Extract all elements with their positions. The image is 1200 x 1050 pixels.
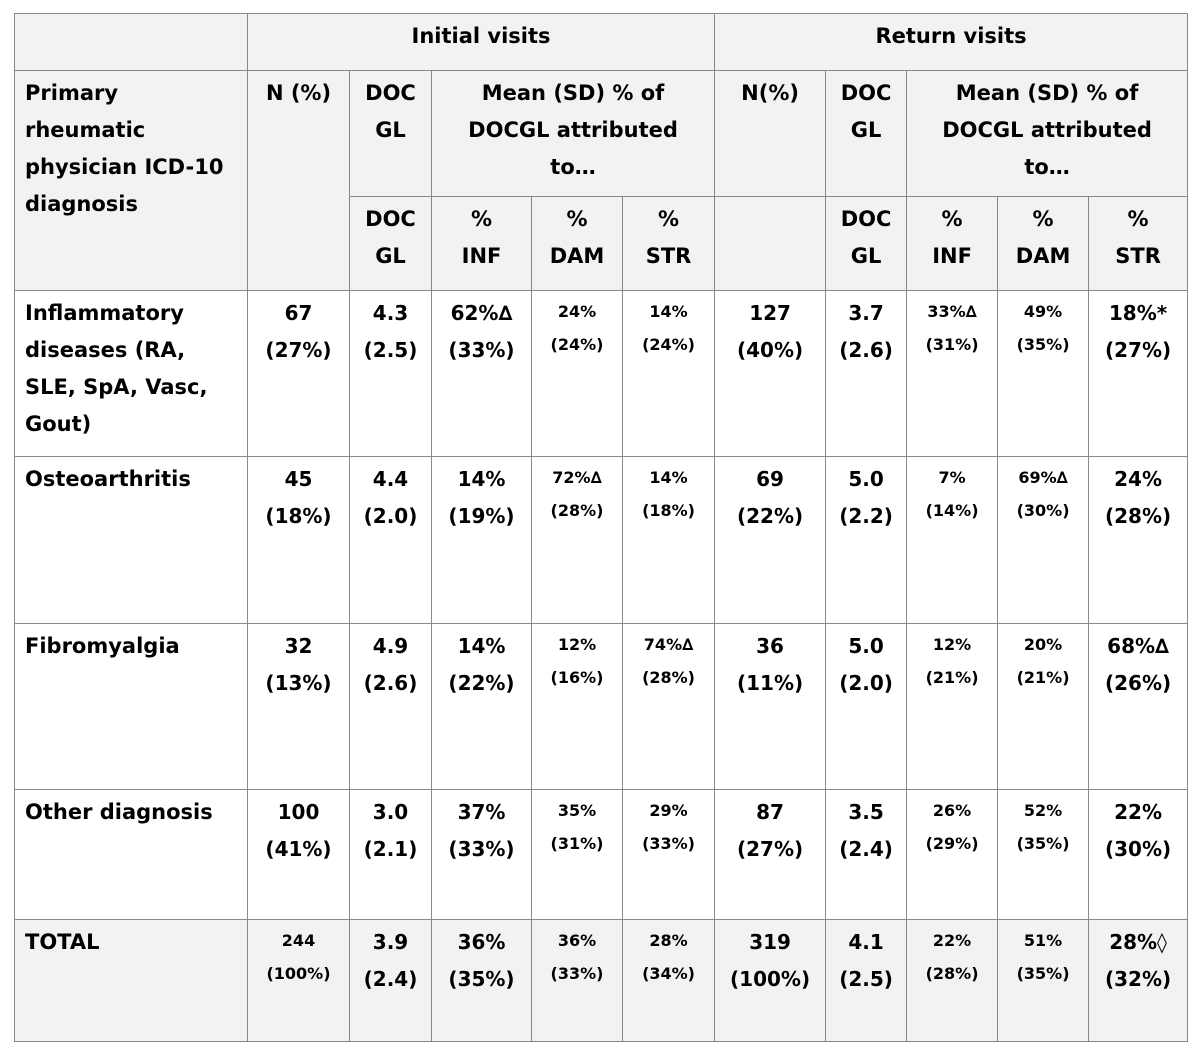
initial-sub-docgl: DOC GL [349, 196, 432, 291]
ret-str-cell: 22% (30%) [1088, 789, 1189, 920]
return-mean-sd-header: Mean (SD) % of DOCGL attributed to… [906, 70, 1189, 197]
table-row: Other diagnosis 100 (41%) 3.0 (2.1) 37% (33… [14, 789, 1189, 920]
ret-inf-cell: 26% (29%) [906, 789, 999, 920]
initial-sub-dam: % DAM [531, 196, 623, 291]
corner-cell [14, 13, 248, 71]
ret-inf-cell: 12% (21%) [906, 623, 999, 790]
init-str-cell: 28% (34%) [621, 919, 716, 1042]
init-inf-cell: 62%∆ (33%) [431, 290, 532, 457]
ret-str-cell: 24% (28%) [1088, 456, 1189, 624]
total-row: TOTAL 244 (100%) 3.9 (2.4) 36% (35%) 36% (33… [14, 919, 1189, 1042]
init-docgl-cell: 4.9 (2.6) [349, 623, 432, 790]
ret-dam-cell: 69%∆ (30%) [997, 456, 1090, 624]
ret-docgl-cell: 3.7 (2.6) [825, 290, 908, 457]
initial-sub-inf: % INF [431, 196, 532, 291]
init-dam-cell: 24% (24%) [531, 290, 623, 457]
ret-docgl-cell: 4.1 (2.5) [825, 919, 908, 1042]
return-docgl-header: DOC GL [825, 70, 908, 197]
init-dam-cell: 72%∆ (28%) [531, 456, 623, 624]
init-inf-cell: 14% (19%) [431, 456, 532, 624]
return-sub-dam: % DAM [997, 196, 1090, 291]
diagnosis-cell: Fibromyalgia [14, 623, 248, 790]
diagnosis-cell: Inflammatory diseases (RA, SLE, SpA, Vas… [14, 290, 248, 457]
ret-dam-cell: 49% (35%) [997, 290, 1090, 457]
ret-inf-cell: 7% (14%) [906, 456, 999, 624]
ret-str-cell: 68%∆ (26%) [1088, 623, 1189, 790]
initial-mean-sd-header: Mean (SD) % of DOCGL attributed to… [430, 70, 716, 197]
return-sub-docgl: DOC GL [825, 196, 908, 291]
ret-n-cell: 319 (100%) [714, 919, 827, 1042]
diagnosis-cell: Other diagnosis [14, 789, 248, 920]
ret-inf-cell: 22% (28%) [906, 919, 999, 1042]
table-row: Osteoarthritis 45 (18%) 4.4 (2.0) 14% (19%)… [14, 456, 1189, 624]
ret-docgl-cell: 5.0 (2.0) [825, 623, 908, 790]
ret-docgl-cell: 3.5 (2.4) [825, 789, 908, 920]
ret-str-cell: 28%◊ (32%) [1088, 919, 1189, 1042]
ret-dam-cell: 51% (35%) [997, 919, 1090, 1042]
init-dam-cell: 12% (16%) [531, 623, 623, 790]
diagnosis-cell: Osteoarthritis [14, 456, 248, 624]
ret-dam-cell: 52% (35%) [997, 789, 1090, 920]
return-sub-str: % STR [1088, 196, 1189, 291]
ret-n-cell: 127 (40%) [714, 290, 827, 457]
init-n-cell: 67 (27%) [247, 290, 350, 457]
init-str-cell: 29% (33%) [621, 789, 716, 920]
results-table: Initial visits Return visits Primary rhe… [14, 13, 1189, 1042]
ret-n-cell: 36 (11%) [714, 623, 827, 790]
init-inf-cell: 37% (33%) [431, 789, 532, 920]
init-docgl-cell: 4.4 (2.0) [349, 456, 432, 624]
return-sub-blank [714, 196, 827, 291]
table-row: Fibromyalgia 32 (13%) 4.9 (2.6) 14% (22%) 1… [14, 623, 1189, 790]
init-n-cell: 32 (13%) [247, 623, 350, 790]
return-sub-inf: % INF [906, 196, 999, 291]
initial-docgl-header: DOC GL [349, 70, 432, 197]
init-n-cell: 100 (41%) [247, 789, 350, 920]
init-n-cell: 45 (18%) [247, 456, 350, 624]
ret-inf-cell: 33%∆ (31%) [906, 290, 999, 457]
init-inf-cell: 36% (35%) [431, 919, 532, 1042]
ret-str-cell: 18%* (27%) [1088, 290, 1189, 457]
init-docgl-cell: 4.3 (2.5) [349, 290, 432, 457]
ret-dam-cell: 20% (21%) [997, 623, 1090, 790]
init-str-cell: 14% (18%) [621, 456, 716, 624]
init-inf-cell: 14% (22%) [431, 623, 532, 790]
init-dam-cell: 35% (31%) [531, 789, 623, 920]
init-n-cell: 244 (100%) [247, 919, 350, 1042]
group-return-visits: Return visits [714, 13, 1189, 71]
init-dam-cell: 36% (33%) [531, 919, 623, 1042]
initial-sub-str: % STR [621, 196, 716, 291]
ret-n-cell: 87 (27%) [714, 789, 827, 920]
diagnosis-cell: TOTAL [14, 919, 248, 1042]
init-docgl-cell: 3.9 (2.4) [349, 919, 432, 1042]
diagnosis-header: Primary rheumatic physician ICD-10 diagn… [14, 70, 248, 291]
ret-docgl-cell: 5.0 (2.2) [825, 456, 908, 624]
return-n-header: N(%) [714, 70, 827, 197]
init-docgl-cell: 3.0 (2.1) [349, 789, 432, 920]
group-initial-visits: Initial visits [246, 13, 716, 71]
table-row: Inflammatory diseases (RA, SLE, SpA, Vas… [14, 290, 1189, 457]
init-str-cell: 74%∆ (28%) [621, 623, 716, 790]
initial-n-header: N (%) [247, 70, 350, 291]
ret-n-cell: 69 (22%) [714, 456, 827, 624]
init-str-cell: 14% (24%) [621, 290, 716, 457]
